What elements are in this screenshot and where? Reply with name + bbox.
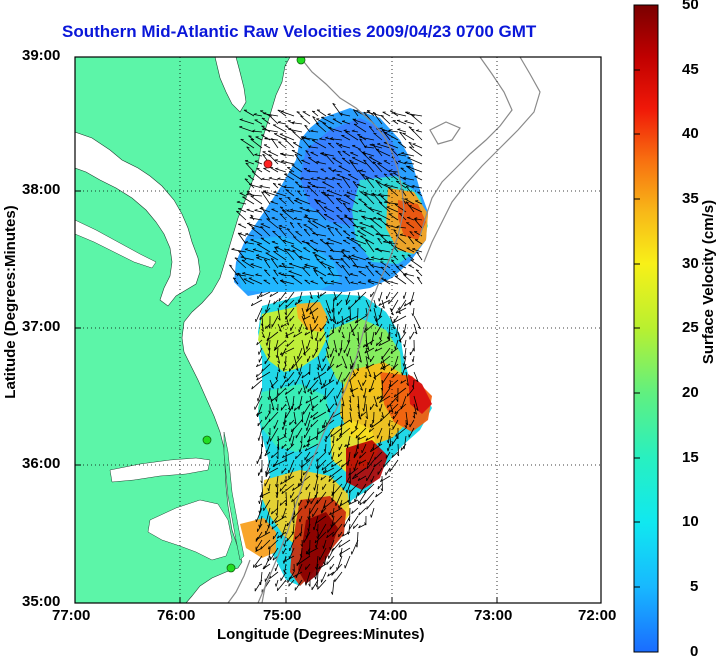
virginia-station: [203, 436, 211, 444]
y-tick-label: 36:00: [22, 455, 60, 472]
velocity-arrow: [390, 332, 391, 340]
y-axis-label: Latitude (Degrees:Minutes): [2, 205, 19, 398]
colorbar-label: Surface Velocity (cm/s): [700, 200, 717, 364]
velocity-arrow-head: [346, 302, 347, 305]
y-tick-label: 39:00: [22, 47, 60, 64]
velocity-arrow-head: [352, 329, 353, 332]
velocity-arrow-head: [287, 538, 288, 541]
velocity-arrow-head: [348, 208, 351, 209]
velocity-arrow-head: [364, 204, 367, 205]
velocity-arrow: [382, 476, 383, 491]
x-axis-label: Longitude (Degrees:Minutes): [217, 626, 425, 643]
colorbar-tick-label: 50: [682, 0, 699, 13]
velocity-arrow-head: [252, 228, 255, 229]
velocity-arrow-head: [343, 231, 346, 232]
velocity-arrow-head: [336, 207, 339, 208]
velocity-arrow-head: [283, 368, 284, 371]
velocity-arrow-head: [306, 242, 309, 243]
velocity-arrow-head: [354, 468, 355, 471]
colorbar-tick-label: 15: [682, 449, 699, 466]
velocity-arrow-head: [320, 240, 323, 241]
velocity-arrow-head: [278, 142, 281, 143]
velocity-arrow-head: [280, 489, 281, 492]
colorbar-tick-label: 40: [682, 125, 699, 142]
velocity-arrow-head: [378, 486, 379, 489]
carolina-station: [227, 564, 235, 572]
x-tick-label: 72:00: [578, 607, 616, 624]
velocity-arrow-head: [299, 519, 300, 522]
colorbar-tick-label: 30: [682, 255, 699, 272]
velocity-arrow-head: [306, 567, 307, 570]
velocity-arrow-head: [289, 263, 292, 264]
delmarva-station: [264, 160, 272, 168]
velocity-arrow-head: [281, 407, 282, 410]
velocity-arrow-head: [306, 347, 307, 350]
velocity-arrow-head: [312, 329, 313, 332]
colorbar-tick-label: 0: [690, 643, 698, 660]
x-tick-label: 75:00: [263, 607, 301, 624]
velocity-arrow-head: [245, 160, 248, 161]
velocity-arrow-head: [407, 393, 408, 396]
velocity-arrow-head: [249, 136, 252, 137]
velocity-arrow-head: [360, 222, 363, 223]
velocity-arrow-head: [367, 506, 368, 509]
velocity-arrow-head: [375, 271, 378, 272]
velocity-arrow-head: [256, 255, 259, 256]
colorbar-tick-label: 20: [682, 384, 699, 401]
velocity-arrow-head: [370, 218, 373, 219]
velocity-arrow-head: [272, 217, 275, 218]
velocity-arrow-head: [281, 111, 284, 112]
velocity-arrow-head: [251, 239, 254, 240]
velocity-arrow-head: [299, 329, 300, 332]
colorbar-tick-label: 45: [682, 61, 699, 78]
velocity-arrow-head: [327, 238, 330, 239]
velocity-arrow-head: [305, 423, 306, 426]
velocity-arrow-head: [367, 466, 368, 469]
velocity-arrow-head: [239, 126, 242, 127]
velocity-arrow-head: [353, 119, 356, 120]
velocity-arrow-head: [323, 471, 324, 474]
velocity-arrow-head: [323, 123, 326, 124]
colorbar-tick-label: 25: [682, 319, 699, 336]
x-tick-label: 73:00: [474, 607, 512, 624]
velocity-arrow-head: [275, 568, 276, 571]
y-tick-label: 38:00: [22, 181, 60, 198]
velocity-arrow-head: [263, 427, 264, 430]
velocity-arrow-head: [389, 301, 390, 304]
x-tick-label: 77:00: [52, 607, 90, 624]
colorbar-tick-label: 10: [682, 513, 699, 530]
velocity-arrow-head: [282, 471, 283, 474]
velocity-arrow-head: [330, 354, 331, 357]
velocity-arrow-head: [346, 490, 347, 493]
velocity-arrow-head: [328, 409, 329, 412]
velocity-arrow-head: [311, 281, 314, 282]
y-tick-label: 37:00: [22, 318, 60, 335]
velocity-arrow-head: [267, 219, 270, 220]
x-tick-label: 74:00: [369, 607, 407, 624]
velocity-arrow-head: [364, 192, 367, 193]
velocity-arrow: [366, 420, 367, 427]
velocity-arrow-head: [301, 136, 304, 137]
colorbar-tick-label: 5: [690, 578, 698, 595]
velocity-arrow-head: [251, 139, 254, 140]
velocity-arrow-head: [342, 121, 345, 122]
colorbar-tick-label: 35: [682, 190, 699, 207]
x-tick-label: 76:00: [157, 607, 195, 624]
velocity-arrow-head: [286, 190, 289, 191]
velocity-arrow-head: [367, 110, 370, 111]
velocity-arrow-head: [283, 240, 286, 241]
